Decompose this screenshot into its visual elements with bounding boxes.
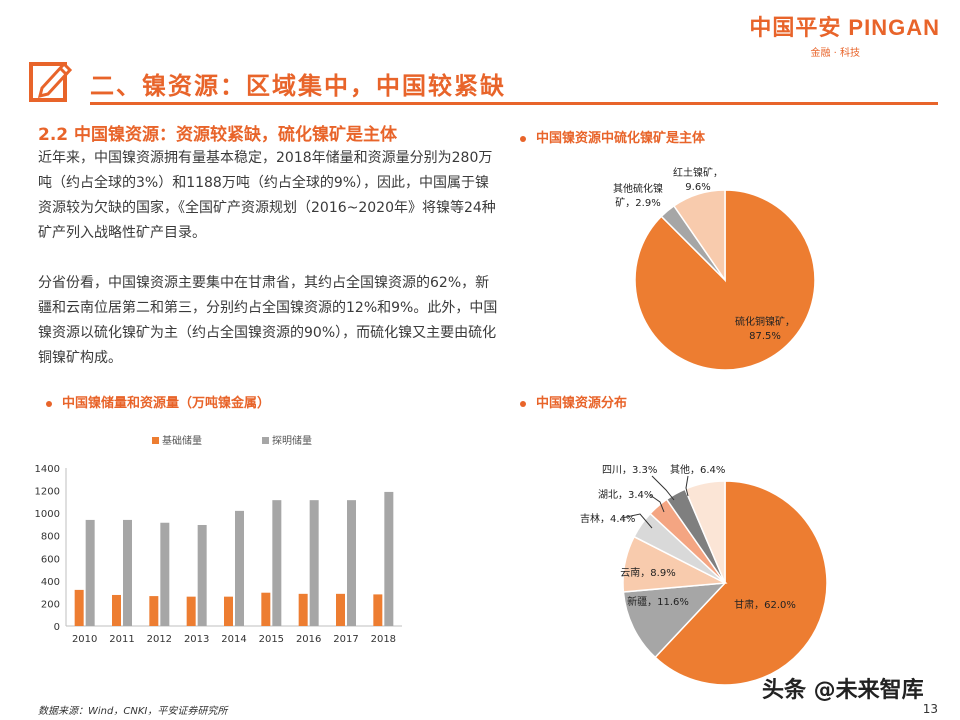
brand-logo: 中国平安 PINGAN 金融 · 科技 xyxy=(749,10,940,59)
bar-proven-reserve xyxy=(85,519,95,626)
bar-proven-reserve xyxy=(309,500,319,626)
x-tick-label: 2011 xyxy=(109,634,134,645)
slice-label: 红土镍矿， xyxy=(673,166,723,179)
slice-label: 甘肃，62.0% xyxy=(734,598,796,611)
x-tick-label: 2013 xyxy=(184,634,209,645)
bar-chart: 基础储量 探明储量 0 200 400 600 800 1000 1200 1400 2010 201… xyxy=(35,434,402,645)
bullet-icon xyxy=(520,135,526,142)
header-underline xyxy=(90,102,938,105)
logo-text: 中国平安 PINGAN xyxy=(749,15,940,40)
bar-proven-reserve xyxy=(160,522,170,626)
y-tick-label: 400 xyxy=(41,577,60,588)
bar-proven-reserve xyxy=(384,491,394,626)
bar-basic-reserve xyxy=(336,593,345,626)
bar-proven-reserve xyxy=(272,500,282,626)
slice-label: 87.5% xyxy=(749,331,781,342)
pie-chart-province: 甘肃，62.0% 新疆，11.6% 云南，8.9% 吉林，4.4% 湖北，3.4% 四川，… xyxy=(580,463,828,686)
bar-basic-reserve xyxy=(112,594,121,626)
legend-swatch xyxy=(262,437,269,444)
pie-slice xyxy=(622,582,727,659)
data-source: 数据来源：Wind，CNKI，平安证券研究所 xyxy=(38,706,228,717)
paragraph-2: 分省份看，中国镍资源主要集中在甘肃省，其约占全国镍资源的62%，新疆和云南位居第… xyxy=(38,275,498,366)
slice-label: 矿，2.9% xyxy=(615,196,660,209)
x-tick-label: 2010 xyxy=(72,634,97,645)
y-tick-label: 800 xyxy=(41,532,60,543)
x-tick-label: 2012 xyxy=(147,634,172,645)
slice-label: 9.6% xyxy=(685,182,710,193)
y-tick-label: 1000 xyxy=(35,509,60,520)
bar-proven-reserve xyxy=(347,500,356,626)
bar-basic-reserve xyxy=(74,589,84,626)
pie2-chart-title: 中国镍资源分布 xyxy=(520,392,627,411)
legend-label: 基础储量 xyxy=(162,434,202,447)
slice-label: 其他硫化镍 xyxy=(613,182,663,195)
slice-label: 其他，6.4% xyxy=(670,463,725,476)
bullet-icon xyxy=(46,400,52,407)
bar-basic-reserve xyxy=(298,593,308,626)
logo-tagline: 金融 · 科技 xyxy=(810,48,860,59)
bullet-icon xyxy=(520,400,526,407)
bar-basic-reserve xyxy=(373,594,383,626)
y-tick-label: 1200 xyxy=(35,487,60,498)
bar-proven-reserve xyxy=(235,510,244,626)
pencil-square-icon xyxy=(29,61,73,102)
slice-label: 吉林，4.4% xyxy=(580,512,635,525)
y-tick-label: 600 xyxy=(41,554,60,565)
pie-slice xyxy=(654,480,828,686)
page-header: 二、镍资源：区域集中，中国较紧缺 xyxy=(28,58,938,106)
slice-label: 湖北，3.4% xyxy=(598,489,653,501)
legend-swatch xyxy=(152,437,159,444)
leader-line xyxy=(685,475,689,497)
page-number: 13 xyxy=(922,702,938,716)
bar-proven-reserve xyxy=(197,524,207,626)
bar-proven-reserve xyxy=(123,519,132,626)
bar-basic-reserve xyxy=(224,596,233,626)
pie2-chart-title-text: 中国镍资源分布 xyxy=(536,396,628,411)
page-title: 二、镍资源：区域集中，中国较紧缺 xyxy=(90,71,506,100)
watermark: 头条 @未来智库 xyxy=(762,678,924,703)
leader-line xyxy=(621,513,653,529)
x-tick-label: 2017 xyxy=(333,634,358,645)
paragraph-1: 近年来，中国镍资源拥有量基本稳定，2018年储量和资源量分别为280万吨（约占全… xyxy=(38,150,496,241)
leader-line xyxy=(649,494,665,513)
slice-label: 硫化铜镍矿， xyxy=(735,315,795,328)
slice-label: 云南，8.9% xyxy=(620,566,675,579)
y-tick-label: 0 xyxy=(54,622,60,633)
x-tick-label: 2016 xyxy=(296,634,321,645)
pie-slice xyxy=(672,189,726,283)
bar-basic-reserve xyxy=(186,596,196,626)
slice-label: 四川，3.3% xyxy=(602,465,657,476)
bar-basic-reserve xyxy=(261,592,271,626)
pie-slice xyxy=(684,480,726,584)
slice-label: 新疆，11.6% xyxy=(627,595,689,608)
y-tick-label: 1400 xyxy=(35,464,60,475)
pie1-chart-title-text: 中国镍资源中硫化镍矿是主体 xyxy=(536,131,706,146)
legend-label: 探明储量 xyxy=(272,434,312,447)
section-title: 2.2 中国镍资源：资源较紧缺，硫化镍矿是主体 xyxy=(38,125,398,145)
bar-chart-title: 中国镍储量和资源量（万吨镍金属） xyxy=(46,392,270,411)
bar-chart-title-text: 中国镍储量和资源量（万吨镍金属） xyxy=(62,396,271,411)
chart-legend: 基础储量 探明储量 xyxy=(152,434,312,447)
x-tick-label: 2015 xyxy=(259,634,284,645)
leader-line xyxy=(651,475,675,501)
y-tick-label: 200 xyxy=(41,599,60,610)
bar-basic-reserve xyxy=(149,596,159,626)
x-tick-label: 2018 xyxy=(371,634,396,645)
x-tick-label: 2014 xyxy=(221,634,246,645)
pie1-chart-title: 中国镍资源中硫化镍矿是主体 xyxy=(520,127,705,146)
